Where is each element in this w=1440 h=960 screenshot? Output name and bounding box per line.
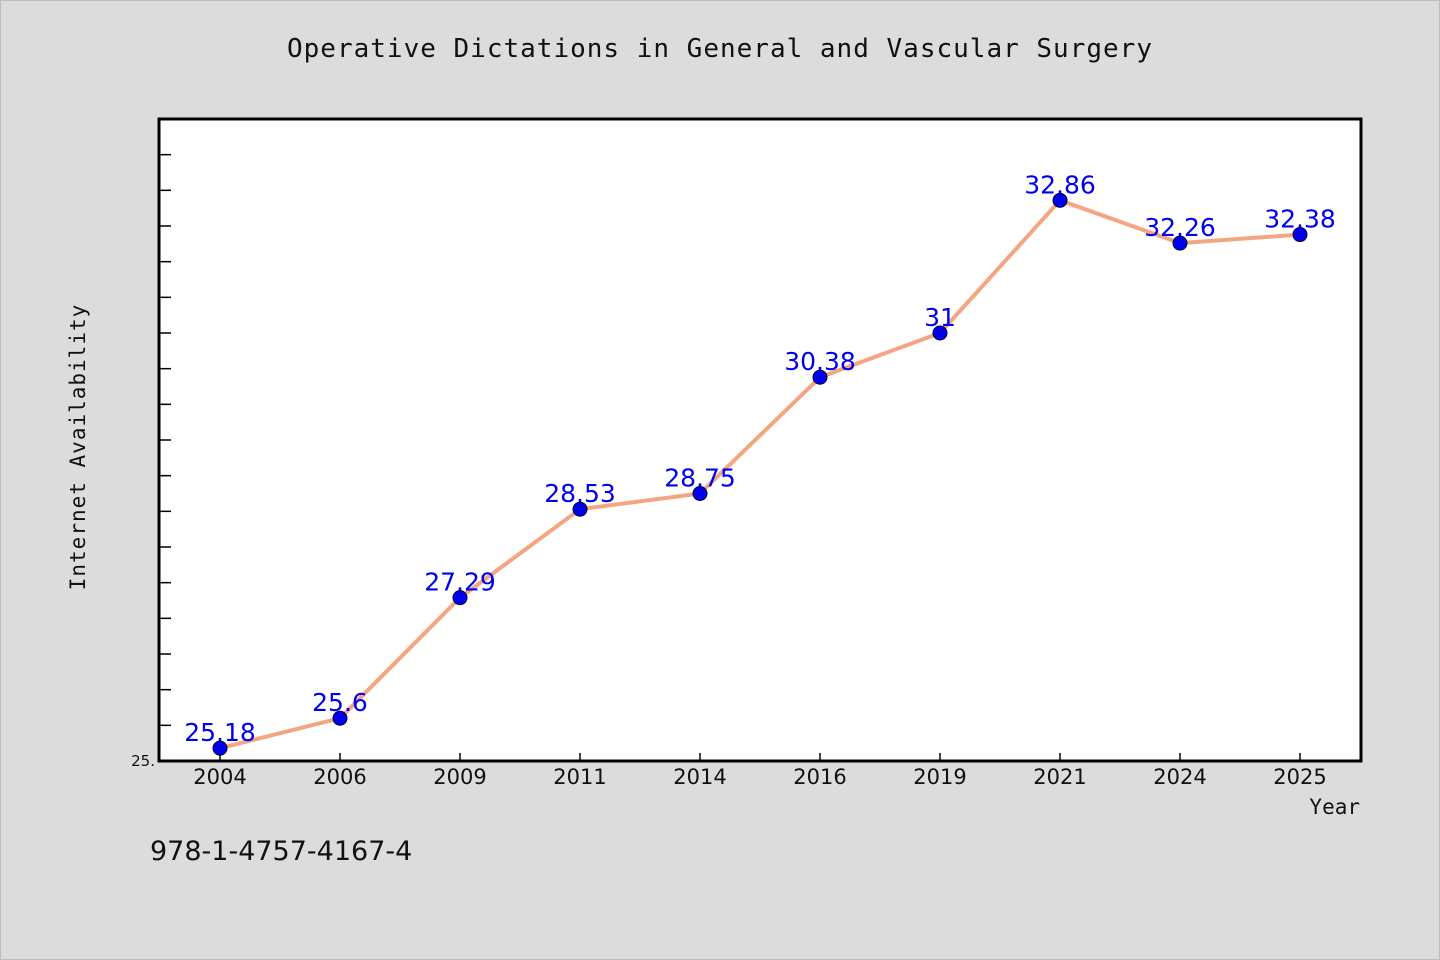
isbn-footer: 978-1-4757-4167-4 bbox=[150, 836, 413, 867]
data-point bbox=[572, 501, 588, 517]
data-point bbox=[332, 710, 348, 726]
data-point bbox=[932, 325, 948, 341]
x-tick-label: 2014 bbox=[673, 765, 726, 789]
x-tick-label: 2025 bbox=[1273, 765, 1326, 789]
series-line bbox=[219, 198, 1301, 751]
x-axis-label: Year bbox=[1309, 795, 1360, 819]
x-tick-label: 2016 bbox=[793, 765, 846, 789]
plot-area bbox=[157, 117, 1363, 763]
chart-title: Operative Dictations in General and Vasc… bbox=[287, 34, 1153, 64]
x-tick-label: 2024 bbox=[1153, 765, 1206, 789]
data-point bbox=[452, 590, 468, 606]
y-tick-label: 25. bbox=[131, 752, 155, 770]
x-tick-label: 2011 bbox=[553, 765, 606, 789]
x-tick-label: 2006 bbox=[313, 765, 366, 789]
data-point bbox=[212, 740, 228, 756]
data-point bbox=[812, 369, 828, 385]
data-point bbox=[1292, 227, 1308, 243]
x-tick-label: 2004 bbox=[193, 765, 246, 789]
data-point bbox=[1052, 192, 1068, 208]
x-tick-label: 2009 bbox=[433, 765, 486, 789]
x-tick-label: 2021 bbox=[1033, 765, 1086, 789]
x-tick-label: 2019 bbox=[913, 765, 966, 789]
data-point bbox=[692, 486, 708, 501]
data-point bbox=[1172, 235, 1188, 251]
